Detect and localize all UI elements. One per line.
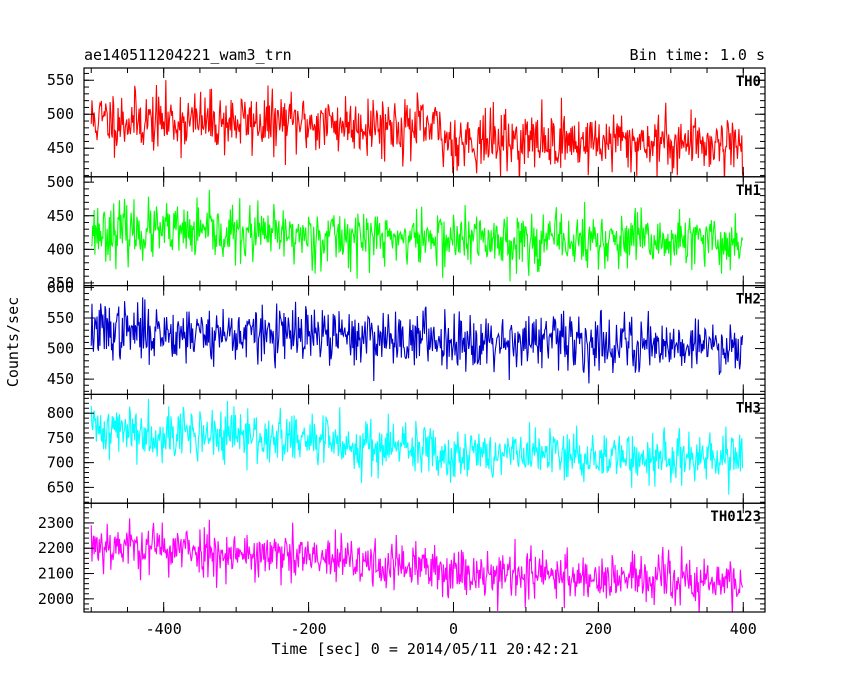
x-axis: -400 -200 0 200 400 — [146, 620, 757, 638]
y-tick-label: 400 — [47, 240, 74, 258]
panel-th0: 450 500 550 TH0 — [47, 67, 766, 178]
bin-time-label: Bin time: 1.0 s — [630, 46, 765, 64]
panel-frame — [83, 67, 766, 178]
x-tick-label: 400 — [730, 620, 757, 638]
y-tick-label: 350 — [47, 274, 74, 292]
y-tick-label: 550 — [47, 71, 74, 89]
y-tick-label: 600 — [47, 278, 74, 296]
channel-label-th0: TH0 — [736, 74, 761, 90]
channel-label-th0123: TH0123 — [710, 509, 761, 525]
y-tick-label: 500 — [47, 105, 74, 123]
y-tick-label: 450 — [47, 207, 74, 225]
series-line-th2 — [90, 297, 744, 384]
series-line-th0 — [90, 80, 744, 177]
y-tick-label: 500 — [47, 173, 74, 191]
y-tick-label: 450 — [47, 370, 74, 388]
panels: 450 500 550 TH0 350 400 450 500 TH1 450 500 550 600 T… — [38, 67, 766, 613]
y-tick-label: 2300 — [38, 514, 74, 532]
y-tick-label: 500 — [47, 340, 74, 358]
y-tick-label: 2100 — [38, 565, 74, 583]
x-tick-label: 200 — [585, 620, 612, 638]
channel-label-th1: TH1 — [736, 183, 761, 199]
panel-th2: 450 500 550 600 TH2 — [47, 278, 766, 396]
x-axis-label: Time [sec] 0 = 2014/05/11 20:42:21 — [271, 640, 578, 658]
panel-th0123: 2000 2100 2200 2300 TH0123 — [38, 502, 766, 613]
y-tick-label: 450 — [47, 139, 74, 157]
y-tick-label: 650 — [47, 478, 74, 496]
x-tick-label: 0 — [449, 620, 458, 638]
panel-th1: 350 400 450 500 TH1 — [47, 173, 766, 292]
x-tick-label: -200 — [291, 620, 327, 638]
channel-label-th2: TH2 — [736, 292, 761, 308]
x-tick-label: -400 — [146, 620, 182, 638]
chart-title: ae140511204221_wam3_trn — [84, 46, 292, 64]
series-line-th0123 — [90, 518, 744, 613]
y-tick-label: 550 — [47, 309, 74, 327]
panel-th3: 650 700 750 800 TH3 — [47, 393, 766, 504]
y-axis-label: Counts/sec — [4, 297, 22, 387]
series-line-th3 — [90, 398, 744, 495]
y-tick-label: 700 — [47, 454, 74, 472]
series-line-th1 — [90, 189, 744, 282]
y-tick-label: 800 — [47, 404, 74, 422]
channel-label-th3: TH3 — [736, 400, 761, 416]
y-tick-label: 2000 — [38, 590, 74, 608]
y-tick-label: 2200 — [38, 539, 74, 557]
y-tick-label: 750 — [47, 429, 74, 447]
panel-frame — [83, 502, 766, 613]
